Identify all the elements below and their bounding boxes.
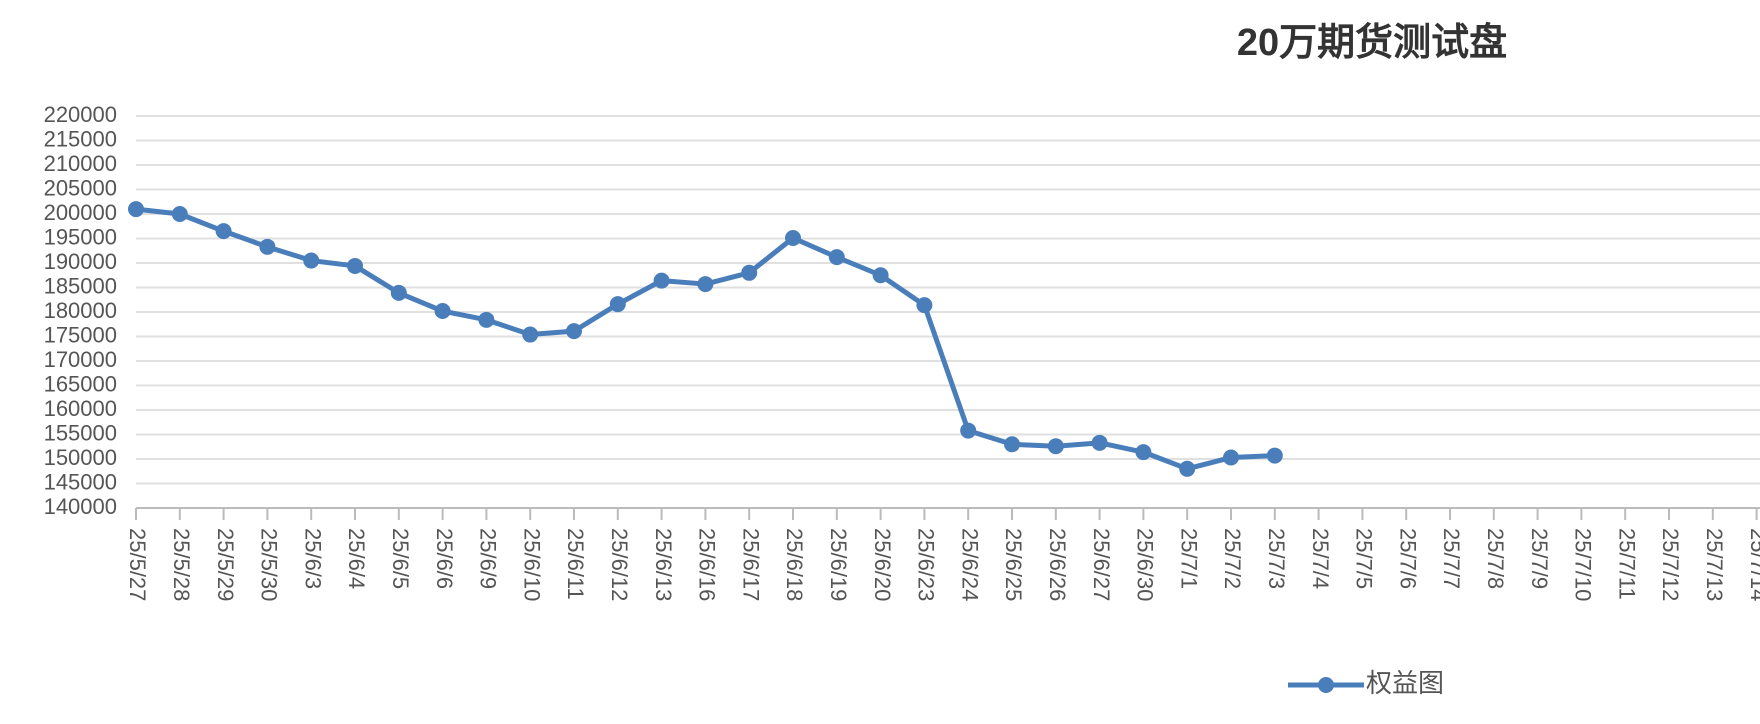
x-tick-label: 25/6/17	[738, 528, 763, 601]
x-tick-label: 25/6/16	[695, 528, 720, 601]
x-tick-label: 25/6/20	[870, 528, 895, 601]
x-tick-label: 25/6/27	[1089, 528, 1114, 601]
point	[872, 267, 889, 284]
point	[785, 230, 801, 247]
x-tick-label: 25/6/23	[914, 528, 939, 601]
x-tick-label: 25/7/7	[1439, 528, 1464, 589]
point	[1135, 444, 1152, 461]
y-tick-label: 155000	[44, 420, 117, 445]
y-tick-label: 185000	[44, 273, 117, 298]
point	[1223, 449, 1239, 466]
point	[1091, 434, 1108, 451]
point	[828, 249, 845, 266]
x-tick-label: 25/6/18	[782, 528, 807, 601]
x-tick-label: 25/6/30	[1133, 528, 1158, 601]
y-tick-label: 220000	[44, 102, 117, 127]
point	[960, 422, 977, 439]
y-tick-label: 210000	[44, 151, 117, 176]
x-tick-label: 25/7/11	[1614, 528, 1639, 600]
point	[390, 284, 407, 301]
y-tick-label: 195000	[44, 224, 117, 249]
x-tick-label: 25/6/4	[344, 528, 369, 589]
x-tick-label: 25/7/13	[1702, 528, 1727, 601]
y-tick-label: 200000	[44, 200, 117, 225]
y-tick-label: 175000	[44, 322, 117, 347]
x-tick-label: 25/7/8	[1483, 528, 1508, 589]
y-tick-label: 215000	[44, 126, 117, 151]
x-tick-label: 25/6/24	[957, 528, 982, 601]
point	[128, 201, 144, 218]
point	[741, 264, 758, 281]
x-tick-label: 25/6/19	[826, 528, 851, 601]
y-tick-label: 165000	[44, 371, 117, 396]
x-tick-label: 25/6/10	[519, 528, 544, 601]
x-tick-label: 25/7/4	[1308, 528, 1333, 589]
point	[434, 303, 451, 320]
point	[215, 223, 232, 240]
x-tick-label: 25/7/10	[1571, 528, 1596, 601]
x-tick-label: 25/6/11	[563, 528, 588, 600]
x-tick-label: 25/5/30	[257, 528, 282, 601]
x-tick-label: 25/7/14	[1746, 528, 1760, 601]
x-tick-label: 25/6/6	[432, 528, 457, 589]
x-tick-label: 25/7/6	[1395, 528, 1420, 589]
x-tick-label: 25/6/5	[388, 528, 413, 589]
x-tick-label: 25/6/26	[1045, 528, 1070, 601]
x-tick-label: 25/7/12	[1658, 528, 1683, 601]
point	[303, 252, 320, 269]
legend-label: 权益图	[1366, 668, 1444, 698]
point	[347, 257, 363, 274]
point	[653, 272, 670, 289]
x-tick-label: 25/5/28	[169, 528, 194, 601]
x-tick-label: 25/7/9	[1527, 528, 1552, 589]
x-tick-label: 25/6/25	[1001, 528, 1026, 601]
point	[609, 296, 626, 313]
x-tick-label: 25/6/9	[476, 528, 501, 589]
x-tick-label: 25/7/1	[1176, 528, 1201, 589]
y-tick-label: 190000	[44, 249, 117, 274]
point	[697, 276, 714, 293]
y-tick-label: 145000	[44, 469, 117, 494]
point	[478, 311, 495, 328]
y-tick-label: 160000	[44, 396, 117, 421]
x-tick-label: 25/6/13	[651, 528, 676, 601]
x-tick-label: 25/7/2	[1220, 528, 1245, 589]
x-tick-label: 25/6/12	[607, 528, 632, 601]
y-tick-label: 150000	[44, 445, 117, 470]
chart-title: 20万期货测试盘	[1237, 21, 1507, 64]
point	[1179, 460, 1196, 477]
point	[916, 297, 933, 314]
point	[566, 323, 582, 340]
x-tick-label: 25/6/3	[300, 528, 325, 589]
point	[1266, 447, 1283, 464]
point	[1047, 438, 1064, 455]
legend-marker	[1318, 677, 1334, 693]
point	[1004, 436, 1020, 453]
point	[171, 206, 188, 222]
x-tick-label: 25/5/27	[125, 528, 150, 601]
x-tick-label: 25/7/3	[1264, 528, 1289, 589]
x-tick-label: 25/5/29	[213, 528, 238, 601]
point	[259, 238, 276, 255]
y-tick-label: 180000	[44, 298, 117, 323]
x-tick-label: 25/7/5	[1352, 528, 1377, 589]
y-tick-label: 140000	[44, 494, 117, 519]
line	[135, 206, 1275, 472]
y-tick-label: 170000	[44, 347, 117, 372]
y-tick-label: 205000	[44, 175, 117, 200]
point	[522, 326, 539, 343]
